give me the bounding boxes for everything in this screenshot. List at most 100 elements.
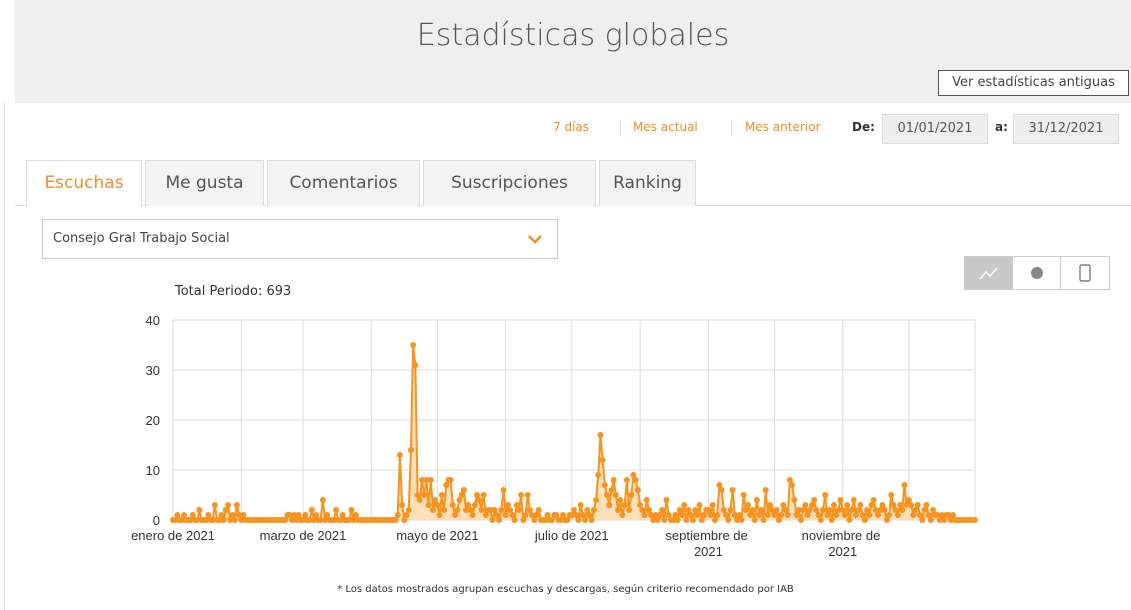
point — [789, 482, 796, 488]
point — [934, 512, 941, 518]
line-view-button[interactable] — [964, 256, 1013, 290]
point — [465, 502, 472, 508]
point — [947, 517, 954, 523]
point — [659, 507, 666, 513]
point — [615, 507, 622, 513]
point — [769, 507, 776, 513]
point — [846, 517, 853, 523]
point — [881, 507, 888, 513]
tab[interactable]: Comentarios — [267, 160, 420, 206]
tab[interactable]: Escuchas — [26, 160, 142, 207]
point — [504, 502, 511, 508]
point — [819, 507, 826, 513]
point — [764, 512, 771, 518]
point — [593, 497, 600, 503]
point — [897, 502, 904, 508]
point — [599, 457, 606, 463]
point — [910, 512, 917, 518]
from-label: De: — [852, 120, 875, 134]
point — [350, 517, 357, 523]
tab[interactable]: Ranking — [599, 160, 696, 206]
point — [441, 507, 448, 513]
point — [689, 517, 696, 523]
point — [610, 477, 617, 483]
point — [753, 497, 760, 503]
separator — [620, 120, 621, 136]
point — [529, 512, 536, 518]
point — [330, 517, 337, 523]
point — [678, 512, 685, 518]
point — [775, 517, 782, 523]
point — [423, 477, 430, 483]
point — [632, 477, 639, 483]
point — [639, 507, 646, 513]
point — [238, 517, 245, 523]
point — [216, 517, 223, 523]
point — [436, 512, 443, 518]
point — [736, 512, 743, 518]
point — [299, 517, 306, 523]
point — [205, 512, 212, 518]
point — [410, 342, 417, 348]
point — [425, 502, 432, 508]
point — [875, 512, 882, 518]
point — [707, 512, 714, 518]
point — [802, 502, 809, 508]
device-view-button[interactable] — [1060, 256, 1110, 290]
line — [173, 344, 975, 524]
point — [227, 517, 234, 523]
point — [734, 517, 741, 523]
point — [601, 482, 608, 488]
range-current-month[interactable]: Mes actual — [633, 120, 698, 134]
point — [842, 512, 849, 518]
point — [709, 502, 716, 508]
point — [590, 507, 597, 513]
tab[interactable]: Suscripciones — [423, 160, 596, 206]
point — [452, 512, 459, 518]
tab[interactable]: Me gusta — [145, 160, 264, 206]
point — [559, 512, 566, 518]
point — [467, 507, 474, 513]
point — [903, 502, 910, 508]
point — [712, 517, 719, 523]
point — [608, 487, 615, 493]
point — [399, 502, 406, 508]
range-previous-month[interactable]: Mes anterior — [745, 120, 821, 134]
y-tick-label: 0 — [153, 513, 160, 528]
point — [665, 512, 672, 518]
range-7-days[interactable]: 7 días — [553, 120, 590, 134]
point — [432, 497, 439, 503]
from-date[interactable]: 01/01/2021 — [882, 114, 988, 144]
point — [575, 517, 582, 523]
point — [438, 492, 445, 498]
point — [493, 512, 500, 518]
point — [526, 507, 533, 513]
podcast-select[interactable]: Consejo Gral Trabajo Social — [42, 219, 558, 259]
point — [222, 507, 229, 513]
separator — [731, 120, 732, 136]
device-icon — [1079, 264, 1091, 282]
point — [619, 512, 626, 518]
point — [930, 507, 937, 513]
point — [637, 502, 644, 508]
point — [511, 517, 518, 523]
to-date[interactable]: 31/12/2021 — [1013, 114, 1119, 144]
point — [542, 517, 549, 523]
point — [681, 502, 688, 508]
point — [949, 512, 956, 518]
point — [416, 497, 423, 503]
map-view-button[interactable] — [1012, 256, 1061, 290]
point — [892, 507, 899, 513]
point — [778, 512, 785, 518]
point — [901, 482, 908, 488]
point — [412, 362, 419, 368]
point — [888, 492, 895, 498]
footnote: * Los datos mostrados agrupan escuchas y… — [337, 584, 794, 595]
point — [220, 517, 227, 523]
old-stats-button[interactable]: Ver estadísticas antiguas — [938, 70, 1129, 96]
point — [899, 507, 906, 513]
point — [700, 512, 707, 518]
point — [756, 512, 763, 518]
point — [553, 512, 560, 518]
